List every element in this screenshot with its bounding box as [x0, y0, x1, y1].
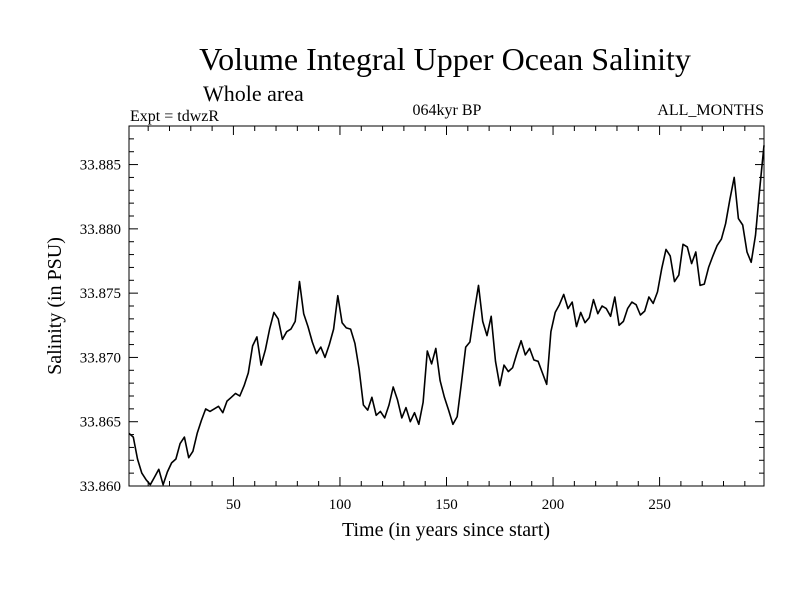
- y-tick-labels: 33.860 33.865 33.870 33.875 33.880 33.885: [80, 158, 121, 495]
- y-tick-label: 33.880: [80, 222, 121, 238]
- x-tick-label: 100: [329, 497, 352, 513]
- y-tick-label: 33.860: [80, 479, 121, 495]
- y-tick-label: 33.875: [80, 286, 121, 302]
- y-tick-label: 33.885: [80, 158, 121, 174]
- chart-subtitle: Whole area: [203, 81, 304, 106]
- salinity-line: [128, 145, 765, 486]
- y-tick-label: 33.865: [80, 415, 121, 431]
- x-tick-label: 50: [226, 497, 241, 513]
- months-label: ALL_MONTHS: [657, 102, 764, 119]
- expt-label: Expt = tdwzR: [130, 108, 219, 125]
- x-tick-label: 250: [648, 497, 671, 513]
- x-tick-labels: 50 100 150 200 250: [226, 497, 671, 513]
- x-tick-label: 200: [542, 497, 565, 513]
- period-label: 064kyr BP: [413, 102, 482, 119]
- x-axis-label: Time (in years since start): [342, 519, 550, 541]
- y-axis-label: Salinity (in PSU): [44, 237, 66, 375]
- chart-title: Volume Integral Upper Ocean Salinity: [199, 41, 691, 77]
- plot-frame: [128, 125, 765, 487]
- y-tick-label: 33.870: [80, 350, 121, 366]
- axis-ticks: [129, 125, 764, 487]
- x-tick-label: 150: [435, 497, 458, 513]
